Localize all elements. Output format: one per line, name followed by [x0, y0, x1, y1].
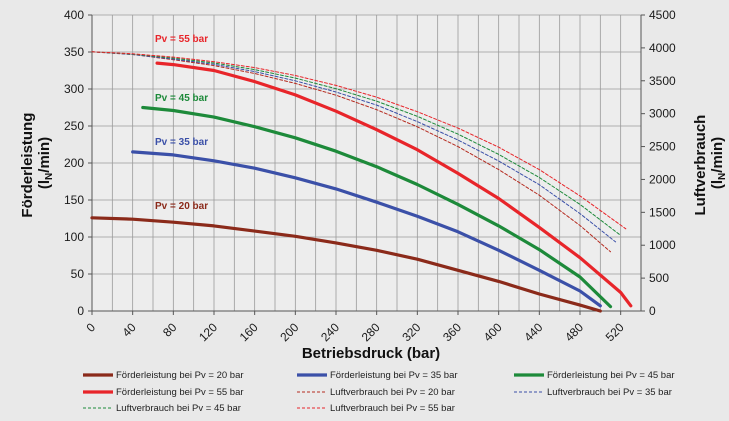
y-right-tick-label: 4000 [649, 41, 676, 55]
series-line-luftverbrauch-bei-pv-55-bar [91, 51, 627, 230]
y-right-tick-label: 2000 [649, 172, 676, 186]
series-line-luftverbrauch-bei-pv-20-bar [91, 51, 611, 253]
y-left-tick-label: 350 [64, 45, 84, 59]
pv-annotation: Pv = 20 bar [155, 201, 208, 212]
series-line-luftverbrauch-bei-pv-45-bar [91, 51, 622, 236]
legend-label: Luftverbrauch bei Pv = 55 bar [330, 403, 455, 414]
y-right-tick-label: 500 [649, 271, 669, 285]
y-right-tick-label: 1000 [649, 238, 676, 252]
legend-label: Luftverbrauch bei Pv = 20 bar [330, 387, 455, 398]
series-line-f-rderleistung-bei-pv-35-bar [131, 150, 602, 308]
y-right-tick-label: 4500 [649, 8, 676, 22]
legend: Förderleistung bei Pv = 20 bar Förderleis… [83, 370, 675, 414]
y-left-tick-label: 100 [64, 230, 84, 244]
legend-label: Förderleistung bei Pv = 35 bar [330, 370, 458, 381]
legend-label: Förderleistung bei Pv = 45 bar [547, 370, 675, 381]
pv-annotation: Pv = 45 bar [155, 93, 208, 104]
series-line-luftverbrauch-bei-pv-35-bar [91, 51, 617, 243]
y-left-tick-label: 150 [64, 193, 84, 207]
y-right-tick-label: 3500 [649, 74, 676, 88]
series-line-f-rderleistung-bei-pv-55-bar [155, 61, 633, 308]
legend-label: Förderleistung bei Pv = 20 bar [116, 370, 244, 381]
y-left-tick-label: 400 [64, 8, 84, 22]
y-axis-right-title-line1: Luftverbrauch [692, 115, 709, 216]
series-line-f-rderleistung-bei-pv-20-bar [90, 216, 602, 313]
y-axis-left-title-line1: Förderleistung [19, 113, 36, 218]
pv-annotations: Pv = 55 bar Pv = 45 bar Pv = 35 bar Pv = 20… [155, 34, 208, 212]
y-axis-right-title-line2: (lN/min) [709, 137, 728, 189]
y-axis-left-title: Förderleistung (lN/min) [19, 108, 55, 217]
series-line-f-rderleistung-bei-pv-45-bar [141, 105, 613, 309]
y-right-tick-label: 1500 [649, 205, 676, 219]
y-axis-right-title: Luftverbrauch (lN/min) [692, 110, 728, 215]
y-left-tick-label: 300 [64, 82, 84, 96]
y-left-tick-label: 50 [71, 267, 85, 281]
pv-annotation: Pv = 55 bar [155, 34, 208, 45]
legend-label: Förderleistung bei Pv = 55 bar [116, 387, 244, 398]
y-left-tick-label: 200 [64, 156, 84, 170]
legend-label: Luftverbrauch bei Pv = 35 bar [547, 387, 672, 398]
pv-annotation: Pv = 35 bar [155, 137, 208, 148]
y-right-tick-label: 2500 [649, 140, 676, 154]
x-axis-title: Betriebsdruck (bar) [302, 345, 440, 362]
legend-label: Luftverbrauch bei Pv = 45 bar [116, 403, 241, 414]
y-right-tick-label: 0 [649, 304, 656, 318]
y-axis-left-title-line2: (lN/min) [36, 137, 55, 189]
y-left-tick-label: 250 [64, 119, 84, 133]
y-right-tick-label: 3000 [649, 107, 676, 121]
y-left-tick-label: 0 [77, 304, 84, 318]
series-lines [90, 51, 633, 313]
